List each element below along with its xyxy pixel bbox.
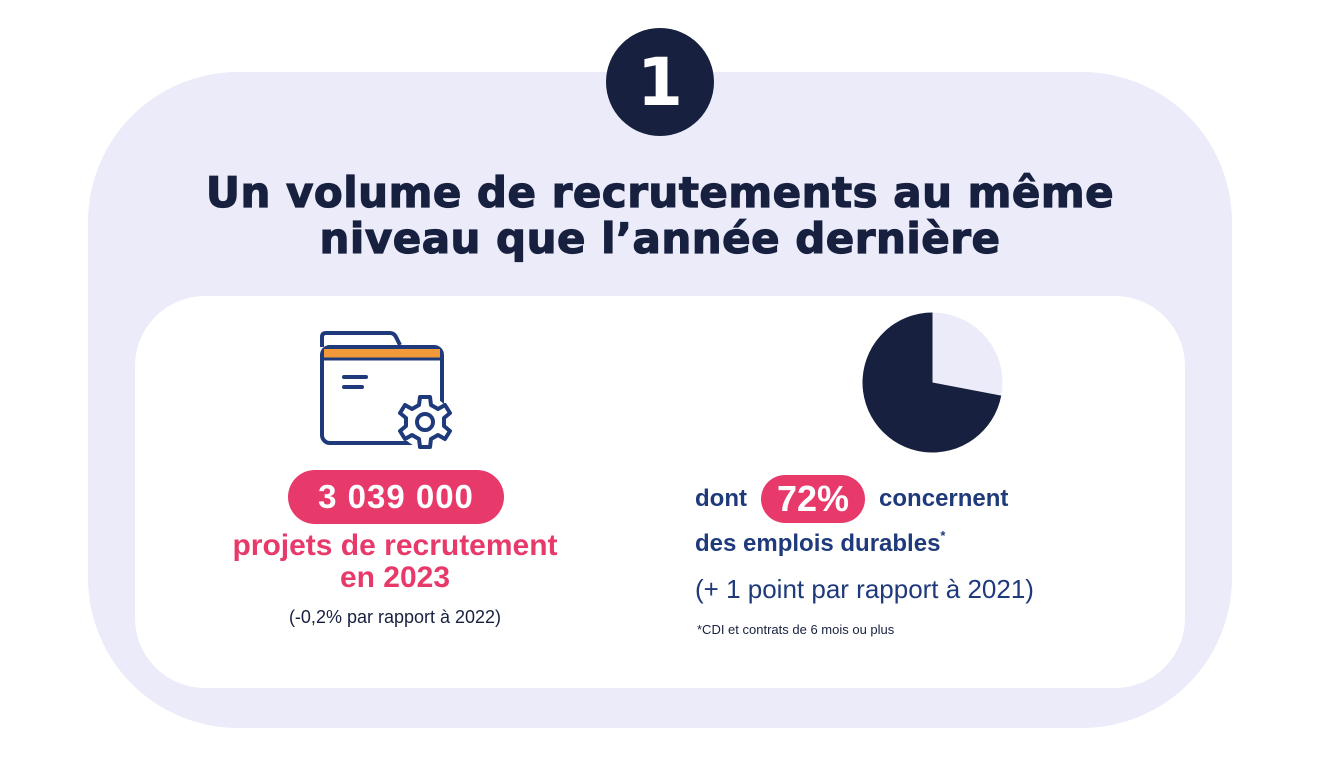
- durable-jobs-line-2: des emplois durables*: [695, 528, 946, 558]
- recruitment-projects-value: 3 039 000: [288, 470, 504, 524]
- durable-jobs-footnote: *CDI et contrats de 6 mois ou plus: [697, 622, 895, 637]
- footnote-asterisk: *: [940, 528, 946, 543]
- pie-share-slice: [862, 312, 1002, 453]
- durable-jobs-change-note: (+ 1 point par rapport à 2021): [695, 574, 1034, 604]
- step-number: 1: [637, 43, 683, 121]
- durable-jobs-suffix: concernent: [879, 485, 1009, 512]
- title-line-1: Un volume de recrutements au même: [205, 168, 1115, 217]
- pie-chart-icon: [862, 312, 1003, 453]
- recruitment-projects-label: projets de recrutement en 2023: [160, 530, 630, 594]
- projects-label-line-1: projets de recrutement: [232, 529, 558, 562]
- folder-gear-icon: [320, 331, 452, 449]
- step-number-badge: 1: [606, 28, 714, 136]
- durable-jobs-prefix: dont: [695, 485, 747, 512]
- durable-jobs-label: des emplois durables: [695, 530, 941, 557]
- projects-label-line-2: en 2023: [339, 561, 451, 594]
- page-title: Un volume de recrutements au même niveau…: [120, 168, 1200, 263]
- title-line-2: niveau que l’année dernière: [319, 214, 1001, 263]
- durable-jobs-percent: 72%: [760, 475, 866, 523]
- projects-change-note: (-0,2% par rapport à 2022): [288, 607, 502, 627]
- durable-jobs-line-1: dont 72% concernent: [695, 474, 1008, 524]
